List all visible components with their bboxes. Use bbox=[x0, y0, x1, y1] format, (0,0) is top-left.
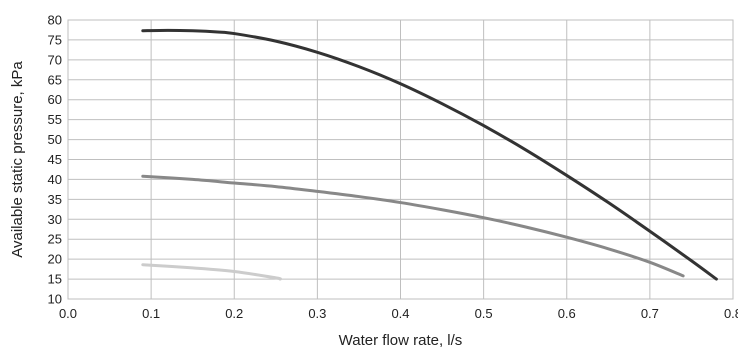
y-tick-label: 50 bbox=[48, 132, 62, 147]
y-tick-label: 45 bbox=[48, 152, 62, 167]
y-tick-label: 80 bbox=[48, 13, 62, 28]
x-tick-label: 0.4 bbox=[391, 306, 409, 321]
y-tick-label: 20 bbox=[48, 252, 62, 267]
y-tick-label: 10 bbox=[48, 292, 62, 307]
series-line-1 bbox=[141, 28, 718, 281]
x-tick-label: 0.0 bbox=[59, 306, 77, 321]
plot-area-frame bbox=[67, 19, 734, 300]
series-group bbox=[141, 28, 718, 281]
x-tick-label: 0.6 bbox=[558, 306, 576, 321]
y-tick-label: 60 bbox=[48, 92, 62, 107]
grid bbox=[67, 19, 734, 300]
x-axis-ticks: 0.0 0.1 0.2 0.3 0.4 0.5 0.6 0.7 0.8 bbox=[59, 306, 738, 321]
y-tick-label: 35 bbox=[48, 192, 62, 207]
x-tick-label: 0.3 bbox=[308, 306, 326, 321]
series-line-3 bbox=[141, 263, 282, 281]
y-tick-label: 40 bbox=[48, 172, 62, 187]
x-tick-label: 0.8 bbox=[724, 306, 738, 321]
x-tick-label: 0.5 bbox=[475, 306, 493, 321]
y-axis-title: Available static pressure, kPa bbox=[9, 61, 26, 258]
series-line-2 bbox=[141, 174, 685, 278]
x-tick-label: 0.7 bbox=[641, 306, 659, 321]
y-tick-label: 65 bbox=[48, 72, 62, 87]
x-tick-label: 0.2 bbox=[225, 306, 243, 321]
y-tick-label: 70 bbox=[48, 52, 62, 67]
x-tick-label: 0.1 bbox=[142, 306, 160, 321]
x-axis-title: Water flow rate, l/s bbox=[339, 332, 463, 349]
y-tick-label: 30 bbox=[48, 212, 62, 227]
y-tick-label: 55 bbox=[48, 112, 62, 127]
y-tick-label: 15 bbox=[48, 272, 62, 287]
y-tick-label: 75 bbox=[48, 32, 62, 47]
y-tick-label: 25 bbox=[48, 232, 62, 247]
y-axis-ticks: 10 15 20 25 30 35 40 45 50 55 60 65 70 75 80 bbox=[48, 13, 62, 307]
